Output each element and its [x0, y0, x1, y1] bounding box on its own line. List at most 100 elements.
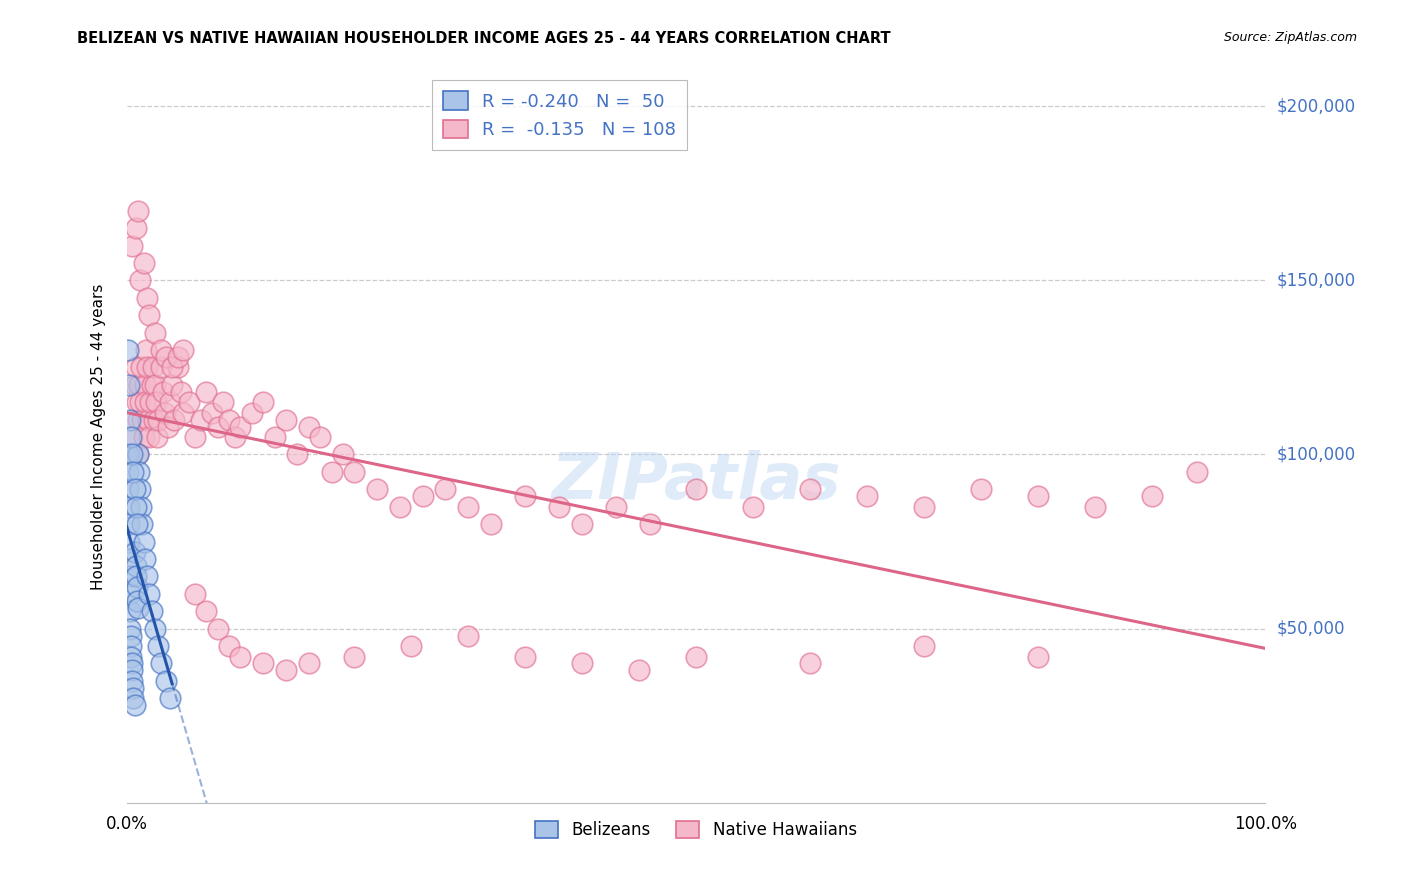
- Point: [1084, 500, 1107, 514]
- Point: [156, 419, 179, 434]
- Point: [124, 569, 146, 583]
- Point: [548, 500, 571, 514]
- Point: [1140, 489, 1163, 503]
- Point: [799, 657, 821, 671]
- Point: [124, 545, 146, 559]
- Point: [122, 465, 145, 479]
- Text: BELIZEAN VS NATIVE HAWAIIAN HOUSEHOLDER INCOME AGES 25 - 44 YEARS CORRELATION CH: BELIZEAN VS NATIVE HAWAIIAN HOUSEHOLDER …: [77, 31, 891, 46]
- Point: [388, 500, 411, 514]
- Point: [159, 691, 181, 706]
- Point: [412, 489, 434, 503]
- Point: [136, 412, 159, 426]
- Point: [132, 256, 155, 270]
- Point: [118, 587, 141, 601]
- Point: [142, 412, 165, 426]
- Text: $100,000: $100,000: [1277, 445, 1355, 464]
- Point: [118, 552, 141, 566]
- Point: [143, 622, 166, 636]
- Point: [229, 419, 252, 434]
- Point: [343, 465, 366, 479]
- Point: [912, 500, 935, 514]
- Point: [685, 649, 707, 664]
- Y-axis label: Householder Income Ages 25 - 44 years: Householder Income Ages 25 - 44 years: [91, 284, 105, 591]
- Point: [117, 343, 139, 357]
- Point: [184, 430, 207, 444]
- Point: [172, 343, 194, 357]
- Point: [152, 384, 174, 399]
- Point: [321, 465, 343, 479]
- Point: [148, 412, 170, 426]
- Point: [127, 600, 149, 615]
- Point: [229, 649, 252, 664]
- Point: [124, 221, 146, 235]
- Point: [179, 395, 201, 409]
- Text: ZIPatlas: ZIPatlas: [551, 450, 841, 512]
- Point: [134, 395, 156, 409]
- Point: [515, 489, 537, 503]
- Point: [155, 406, 177, 420]
- Point: [159, 395, 181, 409]
- Point: [131, 517, 153, 532]
- Point: [128, 377, 150, 392]
- Point: [212, 395, 235, 409]
- Point: [163, 412, 186, 426]
- Point: [122, 681, 145, 695]
- Point: [131, 500, 153, 514]
- Point: [160, 360, 183, 375]
- Point: [207, 622, 229, 636]
- Point: [138, 308, 160, 322]
- Point: [120, 639, 142, 653]
- Point: [309, 430, 332, 444]
- Text: Source: ZipAtlas.com: Source: ZipAtlas.com: [1223, 31, 1357, 45]
- Text: $200,000: $200,000: [1277, 97, 1355, 115]
- Point: [799, 483, 821, 497]
- Point: [170, 384, 193, 399]
- Point: [685, 483, 707, 497]
- Point: [134, 377, 156, 392]
- Point: [218, 412, 240, 426]
- Point: [132, 534, 155, 549]
- Point: [127, 412, 149, 426]
- Point: [143, 377, 166, 392]
- Point: [457, 500, 479, 514]
- Point: [124, 360, 146, 375]
- Point: [141, 604, 163, 618]
- Point: [134, 552, 156, 566]
- Point: [855, 489, 877, 503]
- Point: [252, 395, 274, 409]
- Point: [135, 343, 157, 357]
- Point: [118, 534, 141, 549]
- Point: [145, 395, 167, 409]
- Point: [118, 500, 141, 514]
- Point: [120, 430, 142, 444]
- Point: [117, 448, 139, 462]
- Point: [628, 664, 651, 678]
- Point: [121, 673, 143, 688]
- Point: [640, 517, 662, 532]
- Point: [118, 448, 141, 462]
- Point: [141, 377, 163, 392]
- Point: [479, 517, 502, 532]
- Point: [121, 430, 143, 444]
- Point: [155, 350, 177, 364]
- Point: [166, 350, 188, 364]
- Point: [138, 430, 160, 444]
- Point: [125, 395, 148, 409]
- Point: [571, 657, 593, 671]
- Point: [207, 419, 229, 434]
- Point: [120, 649, 142, 664]
- Point: [118, 412, 141, 426]
- Point: [118, 622, 141, 636]
- Point: [125, 517, 148, 532]
- Point: [149, 343, 172, 357]
- Legend: Belizeans, Native Hawaiians: Belizeans, Native Hawaiians: [529, 814, 863, 846]
- Point: [121, 448, 143, 462]
- Point: [912, 639, 935, 653]
- Point: [132, 430, 155, 444]
- Point: [332, 448, 354, 462]
- Point: [457, 629, 479, 643]
- Point: [118, 569, 141, 583]
- Point: [172, 406, 194, 420]
- Point: [138, 587, 160, 601]
- Point: [121, 238, 143, 252]
